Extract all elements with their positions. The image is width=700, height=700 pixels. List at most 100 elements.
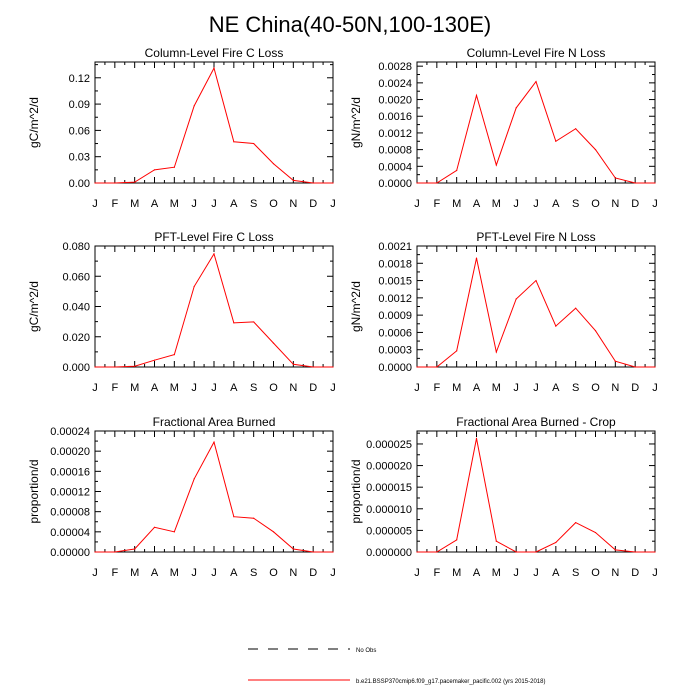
x-tick-label: F	[111, 567, 118, 579]
y-tick-label: 0.080	[62, 241, 90, 253]
y-tick-label: 0.060	[62, 271, 90, 283]
y-tick-label: 0.000020	[366, 461, 412, 473]
data-point	[134, 548, 136, 550]
y-axis-label: gC/m^2/d	[27, 281, 41, 332]
data-point	[436, 366, 438, 368]
y-tick-label: 0.0012	[378, 128, 412, 140]
data-point	[456, 539, 458, 541]
x-tick-label: F	[111, 198, 118, 210]
y-tick-label: 0.0024	[378, 78, 412, 90]
x-tick-label: J	[330, 567, 336, 579]
x-tick-label: S	[572, 382, 579, 394]
x-tick-label: N	[289, 382, 297, 394]
data-point	[495, 540, 497, 542]
x-tick-label: O	[269, 198, 278, 210]
figure-title: NE China(40-50N,100-130E)	[208, 12, 492, 37]
data-point	[555, 140, 557, 142]
series-line	[417, 438, 655, 553]
x-tick-label: D	[309, 567, 317, 579]
series-line	[417, 257, 655, 368]
chart-title: Column-Level Fire C Loss	[145, 46, 284, 60]
x-tick-label: J	[92, 382, 98, 394]
data-point	[134, 365, 136, 367]
x-tick-label: A	[473, 198, 481, 210]
legend-label: b.e21.BSSP370cmip6.f09_g17.pacemaker_pac…	[356, 679, 545, 685]
x-tick-label: F	[111, 382, 118, 394]
plot-frame	[94, 61, 334, 184]
y-tick-label: 0.0028	[378, 61, 412, 73]
x-tick-label: J	[330, 382, 336, 394]
y-axis-label: gC/m^2/d	[27, 97, 41, 148]
data-point	[515, 107, 517, 109]
x-tick-label: M	[452, 567, 461, 579]
data-point	[594, 149, 597, 151]
data-point	[614, 177, 616, 179]
data-point	[416, 182, 418, 184]
x-tick-label: J	[414, 382, 420, 394]
chart-panel: Fractional Area Burned - Crop proportion/…	[349, 415, 658, 579]
x-tick-label: J	[211, 198, 217, 210]
x-tick-label: M	[130, 382, 139, 394]
y-tick-label: 0.0004	[378, 161, 412, 173]
data-point	[555, 325, 557, 327]
x-tick-label: J	[191, 198, 197, 210]
y-tick-label: 0.0000	[378, 362, 412, 374]
y-tick-label: 0.000005	[366, 525, 412, 537]
y-axis-label: gN/m^2/d	[349, 97, 363, 148]
x-tick-label: J	[191, 567, 197, 579]
x-tick-label: J	[211, 382, 217, 394]
x-tick-label: D	[631, 382, 639, 394]
x-tick-label: M	[170, 198, 179, 210]
x-tick-label: D	[631, 567, 639, 579]
x-tick-label: F	[433, 198, 440, 210]
data-point	[515, 551, 517, 553]
data-point	[436, 182, 438, 184]
x-tick-label: J	[92, 567, 98, 579]
data-point	[555, 541, 557, 544]
data-point	[614, 549, 616, 551]
data-point	[253, 517, 255, 519]
data-point	[233, 322, 235, 324]
data-point	[654, 182, 656, 184]
x-tick-label: M	[452, 382, 461, 394]
x-tick-label: S	[572, 198, 579, 210]
y-tick-label: 0.040	[62, 302, 90, 314]
x-tick-label: J	[92, 198, 98, 210]
data-point	[193, 478, 195, 480]
data-point	[535, 81, 537, 83]
y-tick-label: 0.00	[69, 178, 90, 190]
x-tick-label: D	[309, 382, 317, 394]
data-point	[535, 279, 537, 282]
chart-title: PFT-Level Fire N Loss	[476, 230, 595, 244]
data-point	[594, 531, 597, 534]
y-tick-label: 0.000010	[366, 504, 412, 516]
data-point	[456, 350, 458, 352]
data-point	[515, 298, 517, 300]
data-point	[436, 551, 438, 553]
series-line	[417, 80, 655, 184]
data-point	[193, 285, 195, 288]
x-tick-label: O	[269, 382, 278, 394]
series-line	[95, 66, 333, 184]
y-tick-label: 0.00020	[50, 446, 90, 458]
data-point	[153, 526, 156, 528]
x-tick-label: F	[433, 382, 440, 394]
y-tick-label: 0.00000	[50, 547, 90, 559]
data-point	[416, 551, 418, 553]
x-tick-label: A	[552, 198, 560, 210]
series-line	[95, 252, 333, 368]
y-tick-label: 0.00016	[50, 466, 90, 478]
data-point	[153, 359, 156, 361]
x-tick-label: J	[652, 198, 658, 210]
data-point	[614, 360, 616, 362]
y-tick-label: 0.0008	[378, 145, 412, 157]
data-point	[634, 551, 636, 553]
x-tick-label: A	[151, 567, 159, 579]
data-point	[134, 181, 136, 183]
x-tick-label: J	[513, 198, 519, 210]
y-tick-label: 0.0015	[378, 276, 412, 288]
